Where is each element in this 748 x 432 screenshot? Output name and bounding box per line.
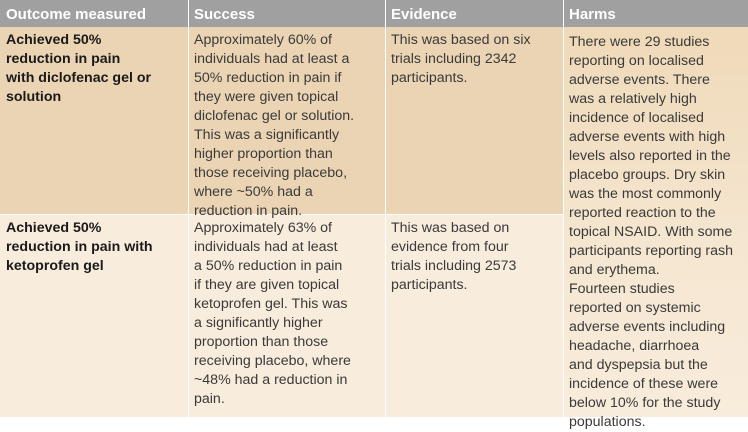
column-divider (563, 27, 564, 417)
evidence-text: This was based on six trials including 2… (391, 32, 531, 86)
table-row (0, 215, 563, 417)
success-text: Approximately 60% of individuals had at … (194, 32, 355, 219)
column-divider (385, 0, 386, 27)
header-evidence: Evidence (391, 6, 457, 23)
outcome-label: Achieved 50% reduction in pain with keto… (6, 220, 153, 274)
harms-text: There were 29 studies reporting on local… (569, 34, 734, 430)
success-text: Approximately 63% of individuals had at … (194, 220, 351, 407)
outcome-label: Achieved 50% reduction in pain with dicl… (6, 32, 152, 105)
harms-cell-background (563, 27, 748, 417)
column-divider (563, 0, 564, 27)
evidence-text: This was based on evidence from four tri… (391, 220, 517, 293)
table-header: Outcome measured Success Evidence Harms (0, 0, 748, 27)
header-success: Success (194, 6, 255, 23)
header-outcome: Outcome measured (6, 6, 147, 23)
column-divider (188, 27, 189, 417)
table-row (0, 27, 563, 215)
column-divider (188, 0, 189, 27)
row-divider (0, 214, 563, 215)
header-harms: Harms (569, 6, 616, 23)
column-divider (385, 27, 386, 417)
